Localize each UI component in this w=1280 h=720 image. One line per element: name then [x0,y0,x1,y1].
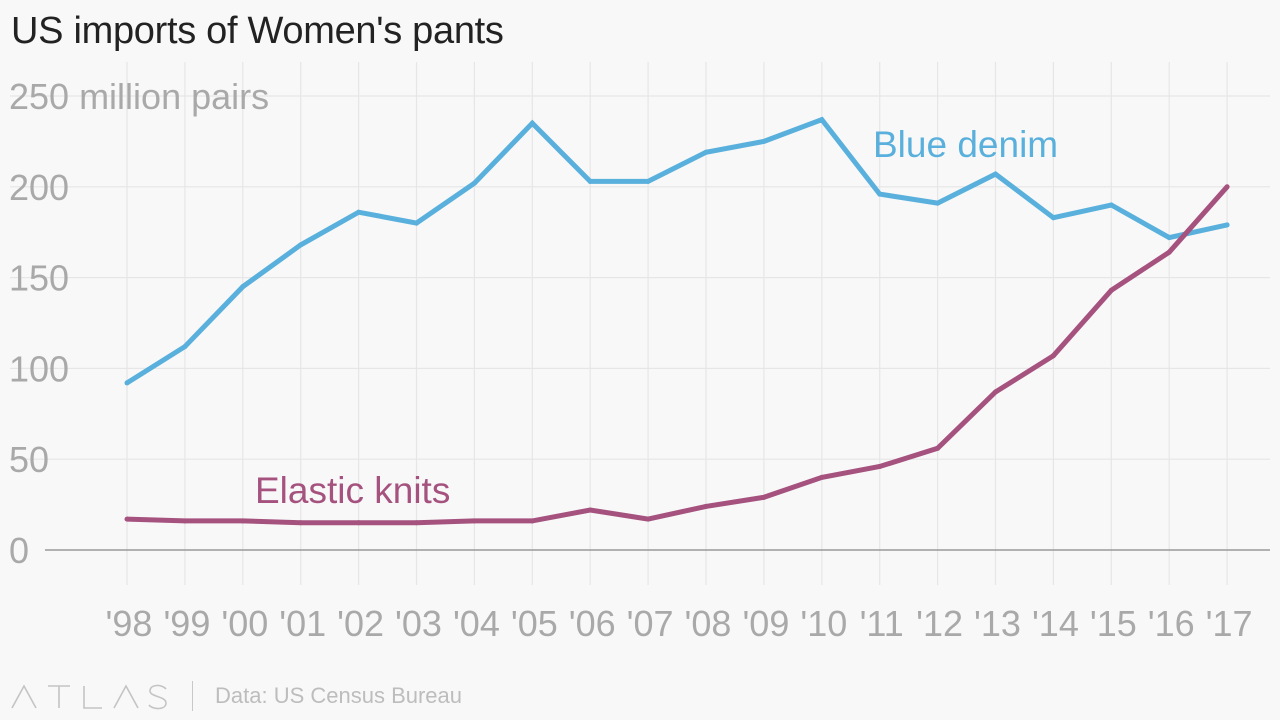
data-point [1224,222,1230,228]
data-point [935,200,941,206]
data-point [356,520,362,526]
data-point [529,518,535,524]
x-tick-label: '00 [221,603,268,644]
x-tick-label: '01 [279,603,326,644]
x-tick-label: '16 [1148,603,1195,644]
x-tick-label: '99 [163,603,210,644]
data-point [1108,287,1114,293]
series-line-blue-denim [125,116,1228,386]
y-tick-label: 0 [9,530,29,571]
data-point [1166,235,1172,241]
series-label: Elastic knits [255,470,450,511]
x-tick-label: '04 [453,603,500,644]
data-point [1166,249,1172,255]
data-point [1050,353,1056,359]
data-point [1224,184,1230,190]
y-tick-label: 200 [9,167,69,208]
x-tick-label: '02 [337,603,384,644]
grid-lines [10,62,1270,585]
series-line-elastic-knits [126,185,1229,526]
data-point [182,518,188,524]
data-point [414,220,419,226]
series-label: Blue denim [873,124,1058,165]
data-point [587,507,593,513]
source-note: Data: US Census Bureau [215,683,463,708]
data-point [182,344,188,350]
data-point [935,445,941,451]
data-point [1050,215,1056,221]
data-point [761,494,767,500]
data-point [993,389,998,395]
data-point [240,284,246,290]
data-point [1108,202,1114,208]
data-point [298,520,304,526]
y-tick-label: 150 [9,258,69,299]
y-tick-label: 50 [9,439,49,480]
series-lines [124,116,1230,526]
data-point [703,503,709,509]
atlas-logo [11,684,167,710]
x-tick-label: '98 [106,603,153,644]
data-point [703,149,709,155]
x-tick-label: '14 [1032,603,1079,644]
data-point [645,516,651,522]
data-point [645,178,651,184]
x-tick-label: '17 [1206,603,1253,644]
x-tick-label: '10 [800,603,847,644]
data-point [124,380,130,386]
x-tick-label: '15 [1090,603,1137,644]
data-point [993,171,998,177]
y-tick-label: 250 million pairs [9,76,269,117]
data-point [761,138,767,144]
labels: 0 50 100 150 200 250 million pairs '98'99 '00 '0… [9,76,1253,644]
x-tick-label: '07 [627,603,674,644]
x-tick-label: '13 [974,603,1021,644]
data-point [471,180,477,186]
x-tick-label: '09 [742,603,789,644]
data-point [587,178,593,184]
data-point [819,474,825,480]
footer-divider [192,681,193,711]
y-tick-label: 100 [9,348,69,389]
data-point [471,518,477,524]
x-tick-label: '12 [916,603,963,644]
x-tick-label: '06 [569,603,616,644]
data-point [298,242,304,248]
data-point [356,209,362,215]
data-point [240,518,246,524]
data-point [124,516,130,522]
data-point [877,191,883,197]
x-tick-label: '03 [395,603,442,644]
chart-title: US imports of Women's pants [11,10,504,52]
x-tick-label: '08 [685,603,732,644]
data-point [529,120,535,126]
x-tick-label: '05 [511,603,558,644]
footer: Data: US Census Bureau [10,678,462,714]
x-tick-label: '11 [860,603,904,644]
data-point [414,520,419,526]
data-point [877,463,883,469]
data-point [819,117,825,123]
